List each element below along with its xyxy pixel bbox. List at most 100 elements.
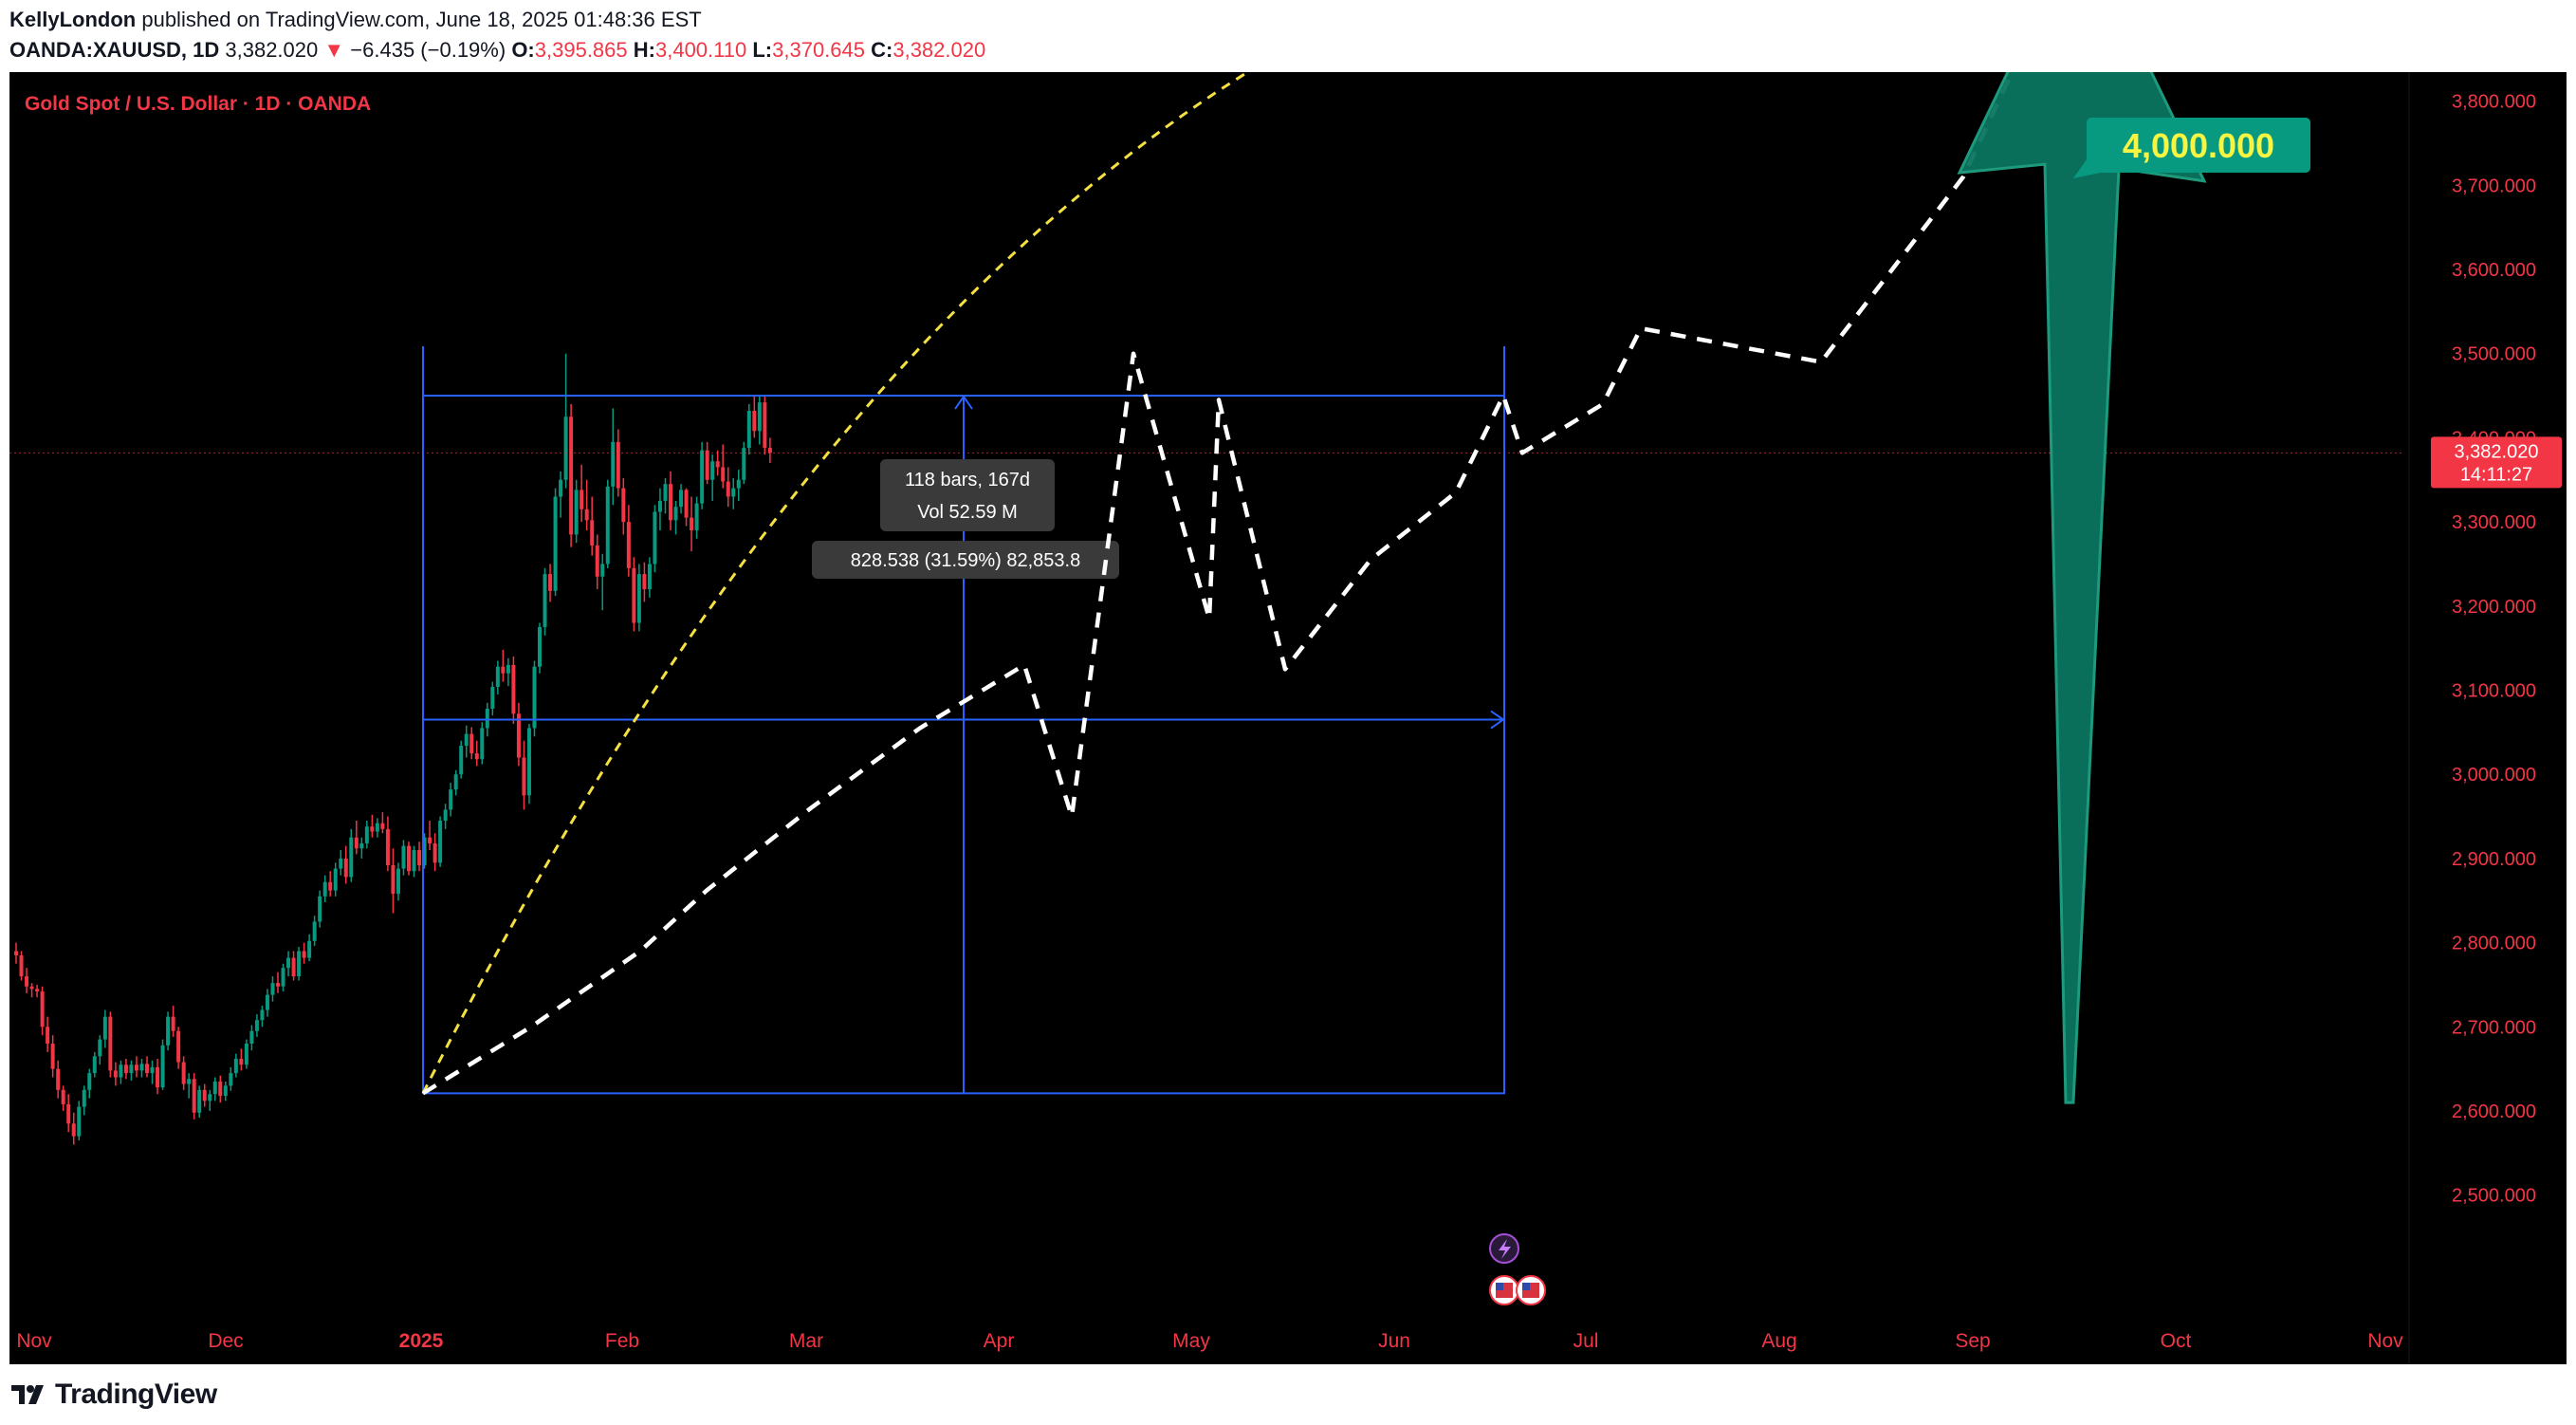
candle [673,500,678,535]
candle-body [422,837,427,865]
measure-bars-label: 118 bars, 167d [905,470,1030,490]
time-axis[interactable]: Nov Dec 2025 Feb Mar Apr May Jun Jul Aug Sep Oct Nov [16,1330,2403,1352]
candle [339,850,343,876]
candle [108,1011,113,1078]
candle-body [501,666,506,674]
candle-body [495,666,500,687]
projection-curve [421,72,1251,1095]
candle [102,1009,107,1048]
author-name[interactable]: KellyLondon [9,8,137,31]
candle [129,1060,134,1082]
candle [516,702,521,767]
candle-body [123,1064,128,1074]
brand-name[interactable]: TradingView [55,1379,217,1410]
symbol-info: OANDA:XAUUSD, 1D 3,382.020 ▼ −6.435 (−0.… [9,36,985,65]
candle-body [621,488,626,523]
candle [239,1048,244,1071]
candle [449,783,453,817]
drawings-layer: 118 bars, 167d Vol 52.59 M 828.538 (31.59%… [9,72,2562,1305]
candle-body [98,1039,102,1057]
candle-body [569,416,574,535]
candle-body [705,450,709,480]
candle [171,1006,175,1037]
candle [422,833,427,869]
candle [50,1035,55,1078]
candle [318,890,322,928]
candle-body [218,1081,223,1097]
candle [453,769,458,796]
price-chart[interactable]: Gold Spot / U.S. Dollar · 1D · OANDA 118… [9,72,2567,1364]
candle-body [87,1073,92,1090]
candle [82,1085,86,1116]
candle-body [197,1089,202,1113]
candle-body [391,864,396,895]
candle-body [605,486,610,564]
price-tick-label: 2,800.000 [2452,934,2536,954]
candle-body [349,837,354,878]
candle [464,725,469,758]
candle [291,951,296,981]
candle-body [223,1085,228,1097]
high-value: 3,400.110 [654,38,747,62]
price-axis[interactable]: 4,100.0004,000.0003,900.0003,800.0003,70… [2408,72,2536,1364]
candle-body [333,868,338,891]
price-tick-label: 2,700.000 [2452,1017,2536,1038]
candle-body [453,774,458,790]
candle-body [254,1020,259,1031]
time-tick-label: Jun [1378,1330,1410,1352]
candle-body [302,951,306,958]
candle [233,1053,238,1078]
us-flag-icon [1516,1275,1546,1305]
candle [297,947,302,981]
candle-body [61,1089,65,1104]
target-label-pointer [2073,159,2109,178]
candle [657,488,662,530]
candle-body [160,1045,165,1088]
time-tick-label: Nov [2367,1330,2403,1352]
candle-body [663,484,668,501]
candle [270,976,275,1002]
candle [56,1060,61,1099]
candle-body [742,448,746,480]
candle-body [407,845,411,872]
candle-body [92,1056,97,1074]
candle [417,842,422,872]
candle [212,1077,217,1101]
measure-right-arrowhead [1490,710,1505,730]
candle-body [171,1016,175,1031]
candle-body [574,490,579,535]
candle-body [181,1062,186,1084]
candle [29,983,34,998]
candle-body [474,753,479,760]
candle [752,396,757,438]
candle [77,1101,82,1141]
candle [428,820,432,851]
candle [412,845,416,878]
candle-body [412,850,416,872]
forecast-path [421,72,2015,1096]
candle-body [490,686,495,710]
candle [611,408,616,506]
candle-body [548,574,553,591]
symbol-name: OANDA:XAUUSD, 1D [9,38,220,62]
candle-body [265,994,269,1010]
tradingview-logo-icon[interactable] [11,1383,47,1406]
candle [166,1011,171,1051]
candle [584,479,589,530]
candle [333,862,338,897]
candle-body [139,1064,144,1071]
candle-body [657,500,662,512]
candle-body [506,664,510,674]
target-label-box [2087,118,2310,173]
candle [343,845,348,884]
candle [574,479,579,544]
candle [679,484,684,514]
candle-body [281,968,285,987]
candle-body [715,461,720,468]
candle [354,820,359,855]
candle-body [82,1089,86,1107]
candle-body [50,1044,55,1069]
close-label: C: [871,38,893,62]
candle-body [469,733,474,754]
candle [548,564,553,602]
